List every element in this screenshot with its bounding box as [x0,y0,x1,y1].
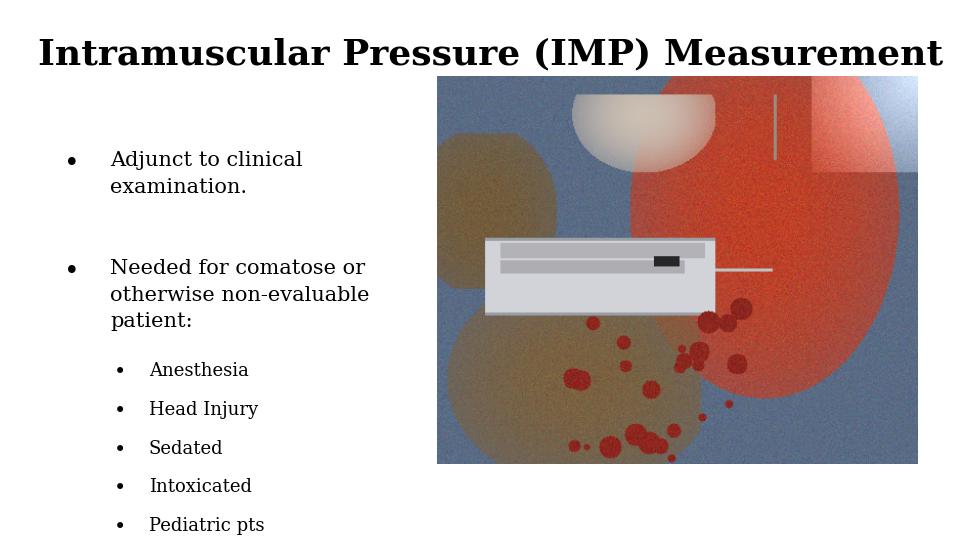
Text: •: • [114,362,126,382]
Text: Pediatric pts: Pediatric pts [149,517,264,535]
Text: •: • [114,478,126,498]
Text: Intoxicated: Intoxicated [149,478,252,496]
Text: Sedated: Sedated [149,440,224,457]
Text: Intramuscular Pressure (IMP) Measurement: Intramuscular Pressure (IMP) Measurement [38,38,944,72]
Text: •: • [114,440,126,460]
Text: Anesthesia: Anesthesia [149,362,249,380]
Text: •: • [114,517,126,537]
Text: •: • [64,259,80,285]
Text: Needed for comatose or
otherwise non-evaluable
patient:: Needed for comatose or otherwise non-eva… [110,259,370,331]
Text: •: • [114,401,126,421]
Text: Adjunct to clinical
examination.: Adjunct to clinical examination. [110,151,303,197]
Text: Head Injury: Head Injury [149,401,258,418]
Text: •: • [64,151,80,177]
